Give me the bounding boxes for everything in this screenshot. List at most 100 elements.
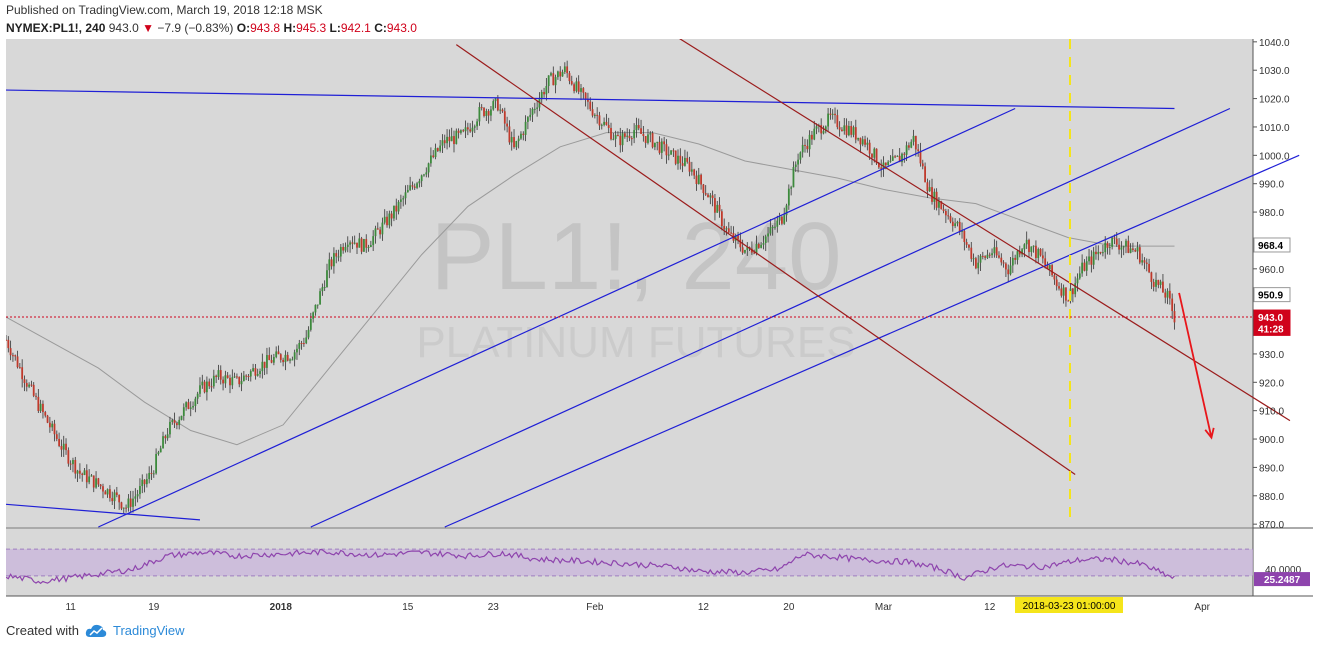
candle-body bbox=[827, 113, 829, 127]
candle-body bbox=[1159, 281, 1162, 285]
candle-body bbox=[1118, 244, 1120, 250]
candle-body bbox=[730, 232, 733, 234]
candle-body bbox=[111, 498, 114, 502]
candle-body bbox=[201, 381, 204, 386]
candle-body bbox=[125, 507, 127, 509]
candle-body bbox=[660, 141, 663, 153]
trendlines-layer[interactable] bbox=[5, 35, 1300, 528]
candle-body bbox=[323, 287, 326, 289]
candle-body bbox=[222, 379, 224, 384]
candle-body bbox=[1002, 262, 1005, 264]
candle-body bbox=[988, 254, 991, 256]
time-tick-label: 12 bbox=[698, 602, 710, 613]
price-tick-label: 1030.0 bbox=[1259, 66, 1290, 77]
candle-body bbox=[226, 375, 229, 378]
candle-body bbox=[1171, 298, 1174, 312]
candle-body bbox=[148, 472, 151, 480]
candle-body bbox=[695, 175, 698, 185]
candle-body bbox=[182, 407, 185, 416]
candle-body bbox=[517, 138, 520, 142]
candle-body bbox=[767, 233, 769, 237]
candle-body bbox=[330, 259, 333, 267]
candle-body bbox=[917, 149, 920, 152]
candle-body bbox=[346, 244, 349, 247]
candle-body bbox=[958, 221, 961, 232]
chart-area[interactable]: PL1!, 240 PLATINUM FUTURES 870.0 880.0 890… bbox=[5, 35, 1313, 614]
red-trendline bbox=[675, 35, 1291, 422]
candle-body bbox=[289, 359, 291, 361]
candle-body bbox=[984, 256, 987, 258]
candle-body bbox=[637, 125, 640, 129]
candle-body bbox=[919, 151, 922, 164]
price-tick-label: 1000.0 bbox=[1259, 151, 1290, 162]
candle-body bbox=[171, 420, 174, 422]
time-axis[interactable]: 11 19 2018 15 23 Feb 12 20 Mar 12 Apr bbox=[65, 602, 1210, 613]
candle-body bbox=[838, 127, 841, 130]
price-chart-svg[interactable]: PL1!, 240 PLATINUM FUTURES 870.0 880.0 890… bbox=[5, 35, 1313, 614]
candle-body bbox=[150, 472, 153, 474]
candle-body bbox=[166, 434, 169, 439]
candle-body bbox=[718, 204, 721, 212]
candle-body bbox=[282, 359, 285, 363]
price-tick-label: 870.0 bbox=[1259, 520, 1284, 531]
candle-body bbox=[981, 255, 984, 257]
candle-body bbox=[506, 123, 509, 127]
candle-body bbox=[1011, 257, 1014, 266]
time-tick-label: 11 bbox=[65, 602, 76, 613]
candle-body bbox=[169, 421, 171, 435]
candle-body bbox=[799, 152, 802, 160]
candle-body bbox=[37, 396, 40, 411]
candle-body bbox=[490, 109, 492, 116]
candle-body bbox=[769, 227, 772, 234]
down-arrow-annotation[interactable] bbox=[1178, 292, 1215, 440]
candle-body bbox=[120, 502, 123, 509]
candle-body bbox=[291, 359, 294, 361]
candle-body bbox=[443, 140, 446, 144]
candle-body bbox=[58, 438, 61, 447]
candle-body bbox=[83, 470, 86, 475]
candle-body bbox=[741, 247, 744, 253]
tradingview-brand[interactable]: TradingView bbox=[112, 623, 185, 638]
high-label: H: bbox=[283, 21, 297, 35]
candle-body bbox=[1032, 245, 1035, 247]
candle-body bbox=[238, 376, 241, 385]
price-axis[interactable]: 870.0880.0890.0900.0910.0920.0930.0940.0… bbox=[1253, 38, 1290, 531]
candle-body bbox=[905, 145, 908, 155]
candle-body bbox=[159, 448, 162, 453]
candle-body bbox=[1099, 251, 1102, 254]
candle-body bbox=[704, 193, 707, 195]
candle-body bbox=[778, 216, 781, 221]
candle-body bbox=[831, 113, 834, 115]
candle-body bbox=[686, 157, 689, 162]
candle-body bbox=[72, 459, 74, 465]
rsi-line bbox=[5, 548, 1175, 585]
candle-body bbox=[67, 450, 70, 464]
candle-body bbox=[614, 134, 617, 139]
candle-body bbox=[455, 130, 458, 145]
candle-body bbox=[545, 86, 548, 95]
candle-body bbox=[866, 142, 869, 145]
candle-body bbox=[554, 77, 557, 86]
candle-body bbox=[335, 253, 338, 257]
candle-body bbox=[76, 470, 79, 474]
candle-body bbox=[78, 470, 81, 474]
candle-body bbox=[316, 304, 319, 306]
candle-body bbox=[263, 361, 266, 368]
candle-body bbox=[626, 135, 629, 137]
candle-body bbox=[1104, 242, 1107, 253]
candle-body bbox=[462, 130, 465, 132]
down-arrow-icon: ▼ bbox=[142, 21, 154, 35]
candle-body bbox=[1115, 238, 1118, 245]
candle-body bbox=[1009, 265, 1012, 275]
candle-body bbox=[402, 198, 405, 200]
candle-body bbox=[912, 135, 915, 142]
candle-body bbox=[152, 473, 155, 475]
candle-body bbox=[266, 355, 268, 368]
candle-body bbox=[450, 136, 453, 142]
candle-body bbox=[970, 247, 973, 259]
candle-body bbox=[921, 163, 924, 167]
candle-body bbox=[947, 215, 950, 217]
candle-body bbox=[305, 337, 308, 344]
price-tick-label: 990.0 bbox=[1259, 180, 1284, 191]
candle-body bbox=[104, 491, 107, 495]
